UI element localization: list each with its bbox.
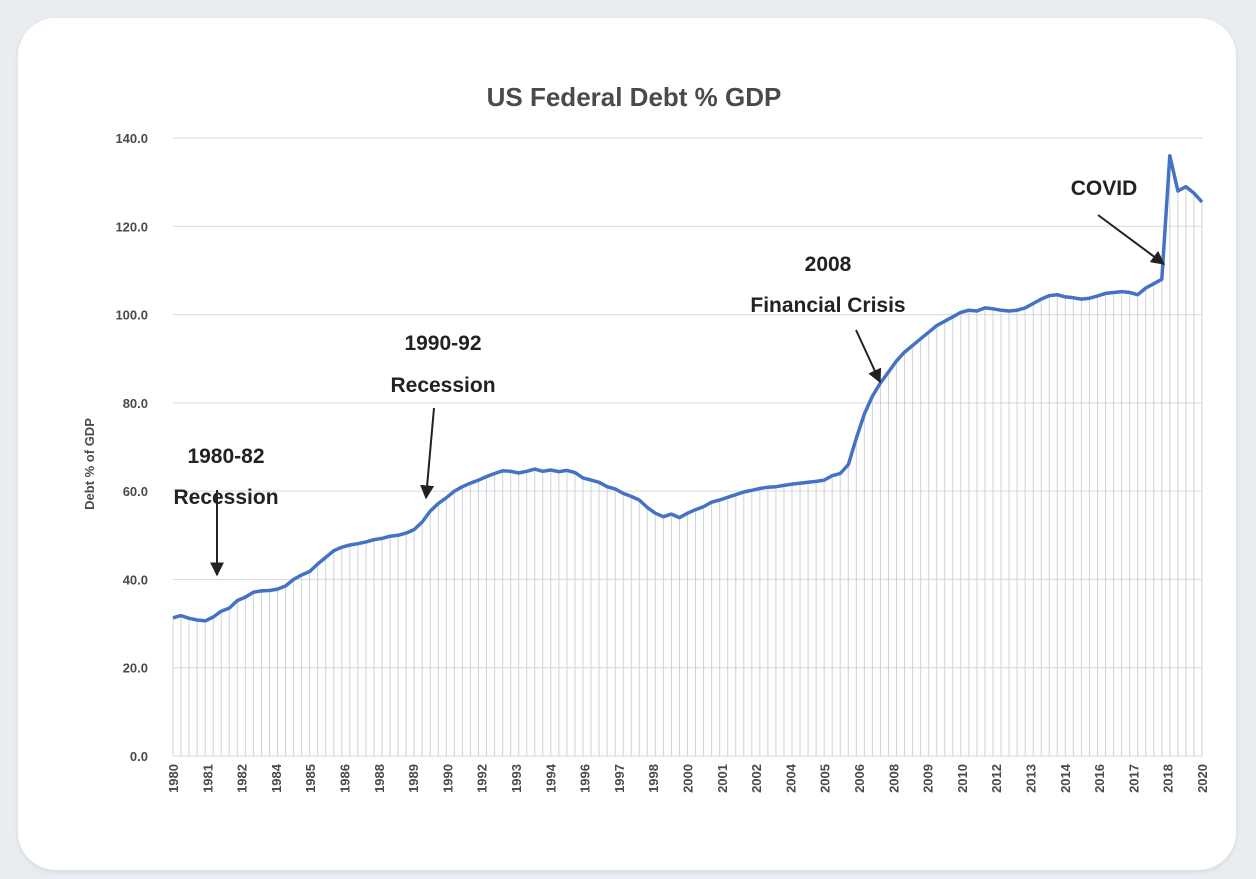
x-tick-label: 1984 bbox=[269, 763, 284, 793]
x-tick-label: 1986 bbox=[338, 764, 353, 793]
x-tick-label: 2017 bbox=[1126, 764, 1141, 793]
x-tick-label: 1981 bbox=[200, 764, 215, 793]
x-tick-label: 2012 bbox=[989, 764, 1004, 793]
x-tick-label: 2009 bbox=[921, 764, 936, 793]
annotation-arrow bbox=[420, 407, 435, 500]
y-tick-label: 100.0 bbox=[115, 308, 148, 323]
y-tick-label: 80.0 bbox=[123, 396, 148, 411]
x-tick-label: 2016 bbox=[1092, 764, 1107, 793]
annotation-label: 1990-92 bbox=[404, 332, 481, 355]
x-tick-label: 1998 bbox=[646, 764, 661, 793]
annotation-label: 2008 bbox=[805, 253, 852, 276]
x-tick-label: 2002 bbox=[749, 764, 764, 793]
x-tick-label: 2000 bbox=[681, 764, 696, 793]
x-tick-label: 1996 bbox=[578, 764, 593, 793]
x-tick-label: 2005 bbox=[818, 764, 833, 793]
annotation-label: Recession bbox=[390, 374, 495, 397]
area-fill-lines bbox=[172, 155, 1203, 756]
annotation-label: Recession bbox=[173, 486, 278, 509]
x-tick-label: 2008 bbox=[886, 764, 901, 793]
x-tick-label: 1993 bbox=[509, 764, 524, 793]
x-tick-label: 1985 bbox=[303, 764, 318, 793]
annotation-label: 1980-82 bbox=[187, 445, 264, 468]
x-tick-label: 2014 bbox=[1058, 763, 1073, 793]
y-tick-label: 20.0 bbox=[123, 661, 148, 676]
x-tick-label: 2004 bbox=[783, 763, 798, 793]
x-tick-labels: 1980 1981 1982 1984 1985 1986 1988 1989 1990 1992… bbox=[166, 763, 1210, 793]
annotation-label: COVID bbox=[1071, 177, 1138, 200]
y-tick-label: 120.0 bbox=[115, 219, 148, 234]
x-tick-label: 2001 bbox=[715, 764, 730, 793]
x-tick-label: 2020 bbox=[1195, 764, 1210, 793]
annotation-arrow bbox=[1097, 214, 1166, 265]
x-tick-label: 2013 bbox=[1024, 764, 1039, 793]
series-line-debt bbox=[172, 153, 1204, 623]
annotation-arrow bbox=[855, 329, 882, 384]
x-tick-label: 1980 bbox=[166, 764, 181, 793]
y-tick-label: 140.0 bbox=[115, 131, 148, 146]
y-tick-label: 0.0 bbox=[130, 749, 148, 764]
x-tick-label: 1992 bbox=[475, 764, 490, 793]
chart-card: US Federal Debt % GDP Debt % of GDP 0.0 2… bbox=[18, 18, 1236, 870]
debt-chart: US Federal Debt % GDP Debt % of GDP 0.0 2… bbox=[82, 82, 1210, 793]
x-tick-label: 1989 bbox=[406, 764, 421, 793]
y-tick-labels: 0.0 20.0 40.0 60.0 80.0 100.0 120.0 140.0 bbox=[115, 131, 148, 764]
y-tick-label: 60.0 bbox=[123, 484, 148, 499]
x-tick-label: 1988 bbox=[372, 764, 387, 793]
y-axis-label: Debt % of GDP bbox=[82, 418, 97, 510]
x-tick-label: 1982 bbox=[235, 764, 250, 793]
y-tick-label: 40.0 bbox=[123, 572, 148, 587]
x-tick-label: 1994 bbox=[543, 763, 558, 793]
x-tick-label: 2006 bbox=[852, 764, 867, 793]
x-tick-label: 2018 bbox=[1161, 764, 1176, 793]
annotation-label: Financial Crisis bbox=[750, 294, 905, 317]
annotations: 1980-82 Recession 1990-92 Recession 2008 Fina… bbox=[173, 177, 1166, 577]
x-tick-label: 1990 bbox=[440, 764, 455, 793]
chart-title: US Federal Debt % GDP bbox=[487, 82, 782, 112]
x-tick-label: 1997 bbox=[612, 764, 627, 793]
x-tick-label: 2010 bbox=[955, 764, 970, 793]
